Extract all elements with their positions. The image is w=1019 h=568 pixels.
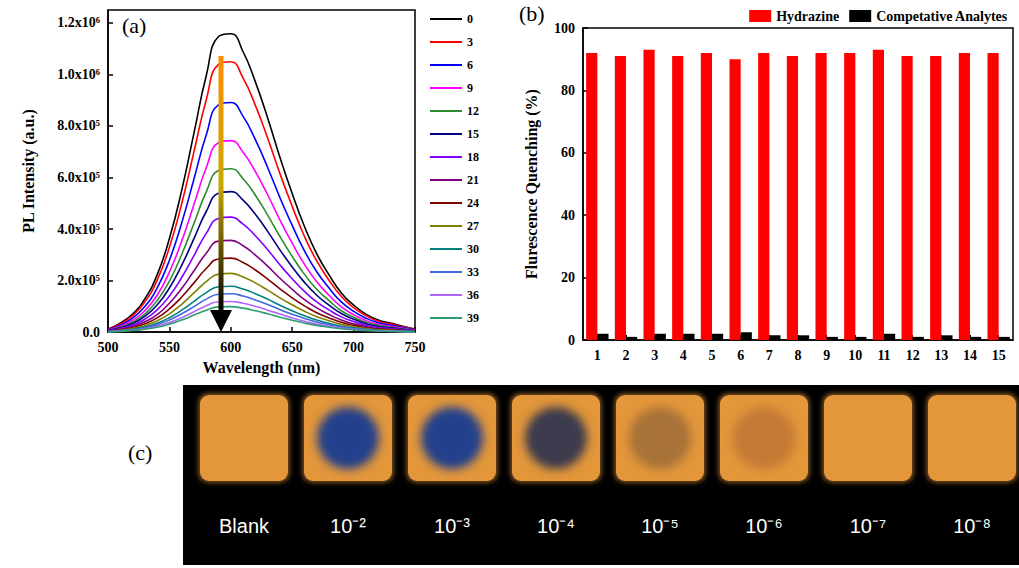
- svg-text:650: 650: [282, 340, 303, 355]
- svg-text:3: 3: [467, 35, 473, 49]
- svg-text:550: 550: [159, 340, 180, 355]
- svg-text:10⁻³: 10⁻³: [434, 515, 470, 537]
- svg-text:6.0x10⁵: 6.0x10⁵: [57, 170, 100, 185]
- svg-text:10⁻²: 10⁻²: [330, 515, 366, 537]
- svg-text:5: 5: [709, 348, 716, 363]
- svg-text:10⁻⁶: 10⁻⁶: [745, 515, 782, 537]
- svg-text:Blank: Blank: [219, 515, 270, 537]
- svg-text:9: 9: [823, 348, 830, 363]
- svg-text:0: 0: [467, 12, 473, 26]
- svg-text:40: 40: [561, 208, 575, 223]
- svg-text:3: 3: [651, 348, 658, 363]
- svg-text:9: 9: [467, 81, 473, 95]
- svg-text:1.2x10⁶: 1.2x10⁶: [57, 15, 100, 30]
- svg-text:11: 11: [877, 348, 890, 363]
- svg-text:13: 13: [934, 348, 948, 363]
- svg-text:10: 10: [848, 348, 862, 363]
- svg-text:Flurescence Quenching (%): Flurescence Quenching (%): [523, 89, 541, 279]
- svg-text:1.0x10⁶: 1.0x10⁶: [57, 67, 100, 82]
- svg-text:60: 60: [561, 145, 575, 160]
- svg-text:4: 4: [680, 348, 687, 363]
- svg-text:30: 30: [467, 242, 479, 256]
- svg-text:0.0: 0.0: [83, 325, 101, 340]
- svg-text:8: 8: [795, 348, 802, 363]
- svg-text:24: 24: [467, 196, 479, 210]
- svg-text:Hydrazine: Hydrazine: [776, 9, 839, 24]
- svg-text:10⁻⁵: 10⁻⁵: [641, 515, 679, 537]
- svg-text:39: 39: [467, 311, 479, 325]
- svg-text:12: 12: [906, 348, 920, 363]
- html-text:(c): (c): [128, 440, 153, 465]
- svg-text:Wavelength (nm): Wavelength (nm): [203, 359, 321, 377]
- svg-text:80: 80: [561, 83, 575, 98]
- svg-text:10⁻⁴: 10⁻⁴: [537, 515, 575, 537]
- svg-text:100: 100: [554, 21, 575, 36]
- svg-text:21: 21: [467, 173, 479, 187]
- svg-text:27: 27: [467, 219, 479, 233]
- svg-text:15: 15: [467, 127, 479, 141]
- svg-text:0: 0: [568, 333, 575, 348]
- svg-text:(b): (b): [519, 1, 545, 26]
- svg-text:(a): (a): [122, 13, 146, 38]
- svg-text:500: 500: [98, 340, 119, 355]
- svg-text:33: 33: [467, 265, 479, 279]
- svg-text:1: 1: [594, 348, 601, 363]
- svg-text:PL Intensity (a.u.): PL Intensity (a.u.): [20, 109, 38, 233]
- svg-text:18: 18: [467, 150, 479, 164]
- svg-text:600: 600: [220, 340, 241, 355]
- svg-text:Competative Analytes: Competative Analytes: [876, 9, 1008, 24]
- svg-text:10⁻⁷: 10⁻⁷: [850, 515, 886, 537]
- svg-text:14: 14: [963, 348, 977, 363]
- svg-text:10⁻⁸: 10⁻⁸: [953, 515, 991, 537]
- svg-text:2.0x10⁵: 2.0x10⁵: [57, 273, 100, 288]
- svg-text:12: 12: [467, 104, 479, 118]
- svg-text:20: 20: [561, 270, 575, 285]
- svg-text:700: 700: [343, 340, 364, 355]
- svg-text:6: 6: [737, 348, 744, 363]
- svg-text:6: 6: [467, 58, 473, 72]
- svg-text:4.0x10⁵: 4.0x10⁵: [57, 222, 100, 237]
- svg-text:36: 36: [467, 288, 479, 302]
- svg-text:2: 2: [623, 348, 630, 363]
- svg-text:8.0x10⁵: 8.0x10⁵: [57, 118, 100, 133]
- svg-text:15: 15: [992, 348, 1006, 363]
- svg-text:750: 750: [405, 340, 426, 355]
- svg-text:7: 7: [766, 348, 773, 363]
